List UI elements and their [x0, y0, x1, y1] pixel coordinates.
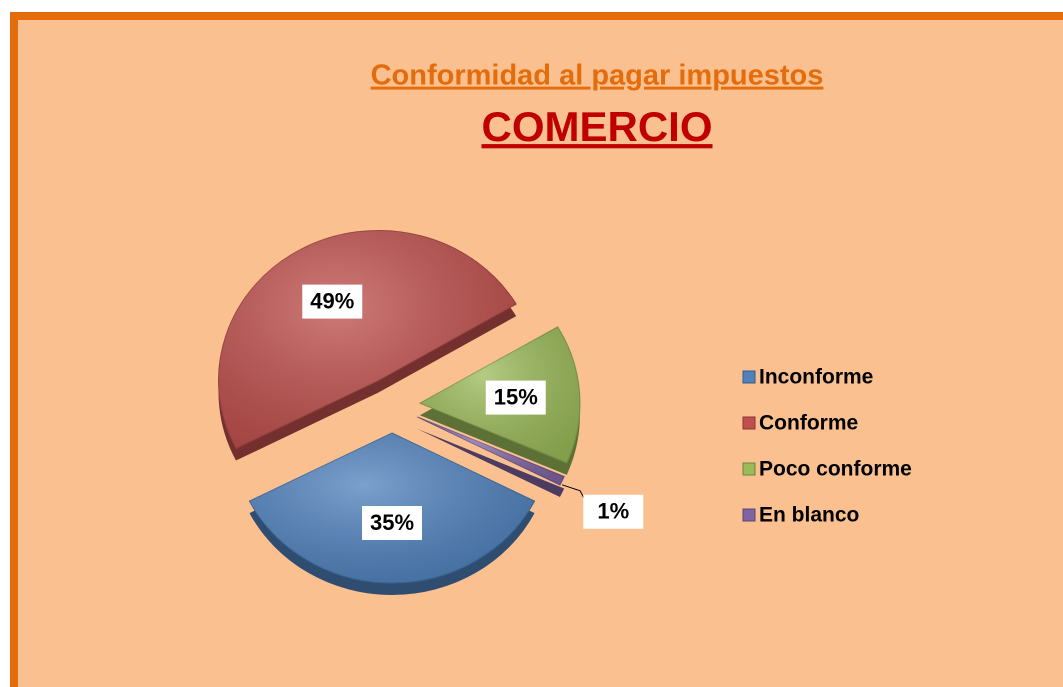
legend-label: Inconforme [759, 366, 873, 389]
slice-side [417, 428, 565, 498]
data-label: 15% [494, 384, 538, 409]
data-label-box [302, 284, 363, 319]
legend-swatch [742, 370, 756, 384]
chart-title: Conformidad al pagar impuestos [371, 60, 824, 92]
legend-label: Poco conforme [759, 458, 912, 481]
slice-shine [218, 230, 517, 449]
legend-label: En blanco [759, 504, 859, 527]
data-label: 35% [370, 510, 414, 535]
legend: Inconforme Conforme Poco conforme En blanco [742, 366, 912, 527]
pie: 35% 49% 15% 1% [218, 229, 644, 595]
legend-swatch [742, 462, 756, 476]
legend-swatch [742, 508, 756, 522]
data-label-box [583, 494, 644, 529]
data-label-box [362, 506, 422, 540]
data-label: 49% [310, 288, 354, 313]
data-label: 1% [597, 499, 629, 524]
legend-swatch [742, 416, 756, 430]
slice-shine [417, 416, 565, 486]
data-label-box [485, 380, 546, 415]
legend-label: Conforme [759, 412, 858, 435]
chart-subtitle: COMERCIO [482, 103, 713, 150]
